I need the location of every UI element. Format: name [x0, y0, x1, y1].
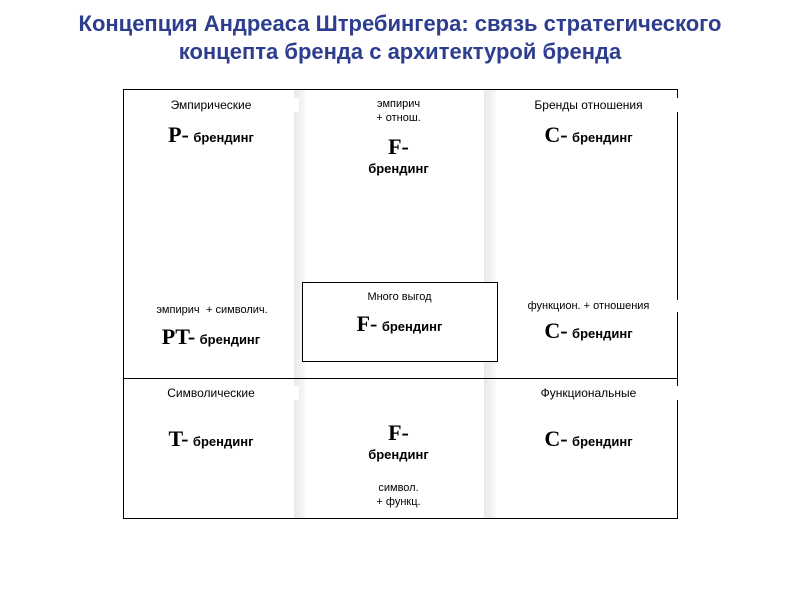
label-top-right: C- брендинг: [499, 122, 679, 148]
cell-top-right: Бренды отношения C- брендинг: [499, 98, 679, 148]
cell-mid-left: эмпирич + символич. PT- брендинг: [124, 300, 299, 350]
letter-C-mid: C-: [544, 318, 567, 343]
label-top-mid: F- брендинг: [324, 134, 474, 178]
caption-bot-right: Функциональные: [499, 386, 679, 400]
label-bot-mid: F- брендинг: [324, 420, 474, 464]
caption-top-right: Бренды отношения: [499, 98, 679, 112]
caption-bot-mid-2: + функц.: [324, 496, 474, 508]
divider-bottom: [124, 378, 677, 379]
cell-bot-mid: F- брендинг: [324, 420, 474, 464]
letter-F-top: F-: [388, 134, 409, 159]
caption-center: Много выгод: [303, 291, 497, 303]
word-branding-center: брендинг: [382, 319, 443, 334]
letter-C-top: C-: [544, 122, 567, 147]
cell-bot-left: Символические T- брендинг: [124, 386, 299, 452]
label-mid-right: C- брендинг: [499, 318, 679, 344]
caption-mid-right: функцион. + отношения: [499, 300, 679, 312]
letter-P: P-: [168, 122, 189, 147]
cell-top-mid: эмпирич + отнош. F- брендинг: [324, 98, 474, 178]
label-center: F- брендинг: [303, 311, 497, 337]
caption-mid-left-prefix: эмпирич: [154, 304, 201, 316]
word-branding-top-mid: брендинг: [368, 161, 429, 176]
letter-F-bot: F-: [388, 420, 409, 445]
word-branding-mid-right: брендинг: [572, 326, 633, 341]
letter-C-bot: C-: [544, 426, 567, 451]
label-mid-left: PT- брендинг: [124, 324, 299, 350]
label-bot-left: T- брендинг: [124, 426, 299, 452]
label-bot-right: C- брендинг: [499, 426, 679, 452]
label-top-left: P- брендинг: [124, 122, 299, 148]
word-branding-bot-right: брендинг: [572, 434, 633, 449]
center-box: Много выгод F- брендинг: [302, 282, 498, 362]
cell-mid-right: функцион. + отношения C- брендинг: [499, 300, 679, 344]
diagram-frame: Эмпирические P- брендинг эмпирич + отнош…: [123, 89, 678, 519]
word-branding-bot-mid: брендинг: [368, 447, 429, 462]
word-branding-top-right: брендинг: [572, 130, 633, 145]
cell-top-left: Эмпирические P- брендинг: [124, 98, 299, 148]
caption-bot-left: Символические: [124, 386, 299, 400]
letter-T: T-: [168, 426, 188, 451]
caption-mid-left-suffix: + символич.: [206, 304, 268, 316]
letter-PT: PT-: [162, 324, 195, 349]
word-branding-mid-left: брендинг: [200, 332, 261, 347]
caption-top-left: Эмпирические: [124, 98, 299, 112]
cell-bot-right: Функциональные C- брендинг: [499, 386, 679, 452]
letter-F-center: F-: [357, 311, 378, 336]
caption-top-mid-2: + отнош.: [324, 112, 474, 124]
caption-bot-mid-1: символ.: [324, 482, 474, 494]
caption-top-mid-1: эмпирич: [324, 98, 474, 110]
caption-bot-mid-wrap: символ. + функц.: [324, 482, 474, 514]
word-branding-bot-left: брендинг: [193, 434, 254, 449]
word-branding: брендинг: [193, 130, 254, 145]
page-title: Концепция Андреаса Штребингера: связь ст…: [0, 0, 800, 71]
